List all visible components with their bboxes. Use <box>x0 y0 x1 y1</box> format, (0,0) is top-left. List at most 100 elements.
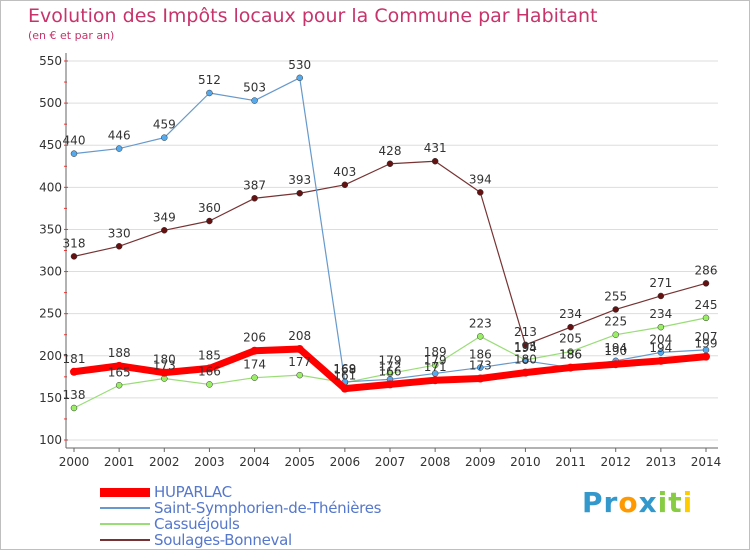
x-tick-label: 2002 <box>149 455 180 469</box>
data-label: 180 <box>153 353 176 367</box>
data-label: 530 <box>288 58 311 72</box>
chart-title: Evolution des Impôts locaux pour la Comm… <box>28 5 598 27</box>
data-label: 503 <box>243 81 266 95</box>
data-label: 186 <box>559 348 582 362</box>
data-point <box>251 195 258 202</box>
data-label: 234 <box>559 307 582 321</box>
data-point <box>702 280 710 287</box>
data-label: 207 <box>695 330 718 344</box>
legend-swatch <box>100 488 150 497</box>
data-label: 179 <box>424 353 447 367</box>
data-label: 179 <box>379 353 402 367</box>
x-tick-label: 2003 <box>194 455 225 469</box>
logo-letter: i <box>657 486 669 519</box>
y-tick-label: 500 <box>39 96 62 110</box>
data-label: 168 <box>333 363 356 377</box>
data-point <box>161 134 168 141</box>
data-label: 186 <box>559 348 582 362</box>
data-label: 177 <box>288 355 311 369</box>
legend-swatch <box>100 507 150 509</box>
data-point <box>657 349 665 356</box>
data-point <box>205 364 214 373</box>
data-point <box>340 384 349 393</box>
data-point <box>431 157 439 165</box>
data-label: 194 <box>649 341 672 355</box>
data-label: 172 <box>379 359 402 373</box>
y-tick-label: 550 <box>39 54 62 68</box>
x-tick-label: 2006 <box>330 455 361 469</box>
data-point <box>702 352 710 361</box>
data-point <box>657 292 665 300</box>
data-label: 512 <box>198 73 221 87</box>
data-label: 459 <box>153 118 176 132</box>
data-label: 180 <box>514 353 537 367</box>
data-point <box>431 361 439 369</box>
logo-letter: P <box>582 486 604 519</box>
y-tick-label: 350 <box>39 222 62 236</box>
y-tick-label: 200 <box>39 349 62 363</box>
y-tick-label: 300 <box>39 265 62 279</box>
data-label: 394 <box>469 172 492 186</box>
data-point <box>476 374 485 383</box>
data-point <box>296 189 303 197</box>
data-label: 190 <box>604 344 627 358</box>
data-label: 173 <box>153 359 176 373</box>
data-label: 234 <box>649 307 672 321</box>
data-point <box>521 368 530 377</box>
data-label: 330 <box>108 226 131 240</box>
data-label: 225 <box>604 315 627 329</box>
data-label: 204 <box>649 332 672 346</box>
data-label: 440 <box>63 134 86 148</box>
data-label: 194 <box>514 341 537 355</box>
y-tick-label: 150 <box>39 391 62 405</box>
data-label: 349 <box>153 210 176 224</box>
data-point <box>567 348 574 355</box>
y-tick-label: 450 <box>39 138 62 152</box>
data-label: 161 <box>333 369 356 383</box>
legend-swatch <box>100 539 150 541</box>
data-label: 360 <box>198 201 221 215</box>
data-label: 194 <box>604 341 627 355</box>
legend-label: Soulages-Bonneval <box>154 531 292 549</box>
logo-letter: x <box>638 486 658 519</box>
data-label: 206 <box>243 331 266 345</box>
x-tick-label: 2013 <box>646 455 677 469</box>
x-tick-label: 2001 <box>104 455 135 469</box>
data-point <box>70 253 78 260</box>
data-point <box>612 331 619 338</box>
legend-label: Saint-Symphorien-de-Thénières <box>154 499 382 517</box>
data-point <box>250 346 259 355</box>
data-label: 171 <box>424 360 447 374</box>
legend-label: Cassuéjouls <box>154 515 240 533</box>
data-label: 138 <box>63 388 86 402</box>
x-tick-label: 2007 <box>375 455 406 469</box>
data-point <box>160 368 169 377</box>
x-tick-label: 2011 <box>555 455 586 469</box>
x-tick-label: 2008 <box>420 455 451 469</box>
data-point <box>70 367 78 376</box>
x-tick-label: 2000 <box>59 455 90 469</box>
data-label: 165 <box>108 365 131 379</box>
data-point <box>115 243 123 250</box>
data-label: 185 <box>198 348 221 362</box>
data-point <box>477 364 484 371</box>
data-point <box>296 371 303 379</box>
data-label: 431 <box>424 141 447 155</box>
data-label: 189 <box>424 345 447 359</box>
data-point <box>657 323 665 331</box>
y-tick-label: 400 <box>39 180 62 194</box>
data-label: 205 <box>559 332 582 346</box>
x-tick-label: 2010 <box>510 455 541 469</box>
data-point <box>702 314 710 322</box>
data-point <box>251 374 258 381</box>
x-tick-label: 2009 <box>465 455 496 469</box>
data-label: 195 <box>514 340 537 354</box>
logo-letter: o <box>618 486 639 519</box>
data-point <box>206 89 213 97</box>
data-label: 286 <box>695 263 718 277</box>
data-point <box>522 357 529 365</box>
data-point <box>251 97 258 104</box>
data-label: 403 <box>333 165 356 179</box>
data-label: 166 <box>379 364 402 378</box>
logo-letter: i <box>682 486 694 519</box>
